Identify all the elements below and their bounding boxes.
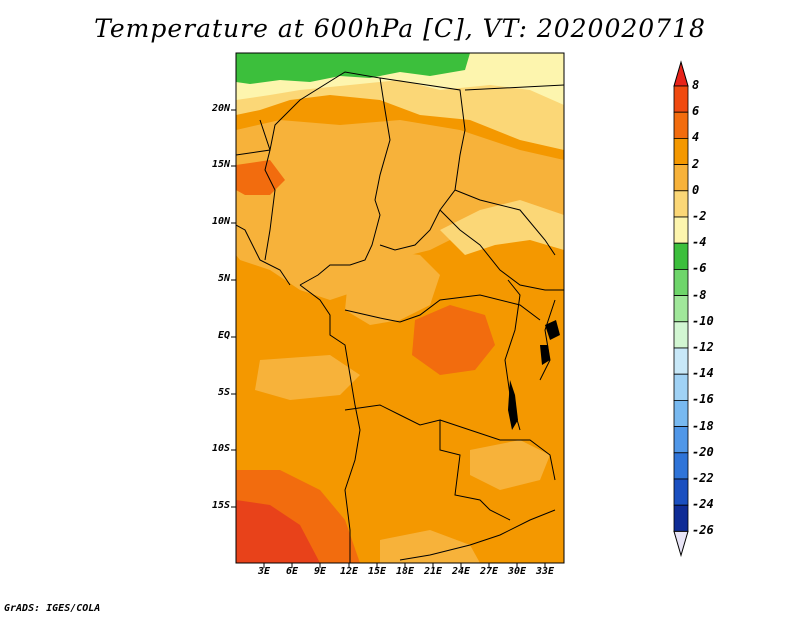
lat-label: 5S: [217, 387, 230, 398]
colorbar-swatch: [673, 242, 689, 270]
colorbar-swatch: [673, 347, 689, 375]
lat-label: EQ: [217, 330, 230, 341]
lat-label: 15N: [211, 159, 230, 170]
colorbar-label: -20: [692, 444, 714, 459]
colorbar-top-arrow: [673, 60, 689, 87]
colorbar-swatch: [673, 268, 689, 296]
lon-label: 33E: [535, 566, 555, 577]
colorbar-swatch: [673, 504, 689, 532]
colorbar-label: -22: [692, 471, 714, 485]
lat-label: 20N: [211, 103, 230, 114]
colorbar-label: -24: [692, 497, 714, 512]
colorbar-swatch: [673, 321, 689, 349]
colorbar-swatch: [673, 373, 689, 401]
colorbar-label: -8: [692, 287, 707, 302]
colorbar-swatch: [673, 137, 689, 165]
lakes: [508, 320, 560, 430]
colorbar-swatch: [673, 111, 689, 139]
lon-label: 27E: [479, 566, 499, 577]
lat-label: 15S: [211, 500, 230, 511]
colorbar-label: 2: [692, 156, 700, 171]
field-0-2-s: [380, 530, 480, 563]
colorbar-label: -10: [692, 313, 714, 328]
colorbar-label: 6: [692, 104, 700, 119]
field-below-minus4: [236, 53, 470, 84]
field-minus4-minus2-ne: [470, 53, 564, 88]
credit-text: GrADS: IGES/COLA: [4, 603, 101, 614]
colorbar: [673, 60, 689, 558]
lon-label: 6E: [285, 566, 299, 577]
lon-label: 12E: [339, 566, 359, 577]
lat-label: 10N: [211, 216, 230, 227]
colorbar-swatch: [673, 478, 689, 506]
lon-ticks: [263, 563, 546, 568]
colorbar-label: -26: [692, 523, 714, 538]
temperature-field: [236, 53, 564, 563]
field-0-2-north: [236, 120, 564, 300]
colorbar-swatch: [673, 164, 689, 192]
lat-label: 10S: [211, 443, 230, 454]
field-0-2-central: [345, 250, 440, 325]
colorbar-swatch: [673, 452, 689, 480]
field-0-2-sw: [255, 355, 360, 400]
colorbar-swatch: [673, 426, 689, 454]
colorbar-label: 4: [692, 130, 700, 145]
lat-label: 5N: [217, 273, 230, 284]
colorbar-bottom-arrow: [673, 530, 689, 558]
colorbar-label: -16: [692, 392, 714, 407]
colorbar-swatch: [673, 85, 689, 113]
colorbar-swatch: [673, 295, 689, 323]
lon-label: 3E: [257, 566, 271, 577]
colorbar-label: 0: [692, 182, 700, 197]
map-frame: [235, 52, 565, 564]
colorbar-label: -18: [692, 418, 714, 433]
colorbar-label: 8: [692, 78, 700, 92]
lon-label: 9E: [313, 566, 327, 577]
lat-ticks: [231, 109, 236, 508]
colorbar-label: -6: [692, 261, 707, 276]
colorbar-label: -2: [692, 209, 707, 223]
lon-label: 15E: [367, 566, 387, 577]
colorbar-label: -14: [692, 366, 714, 381]
colorbar-swatch: [673, 216, 689, 244]
field-4-6-congo: [412, 305, 495, 375]
lon-label: 24E: [451, 566, 471, 577]
lon-label: 18E: [395, 566, 415, 577]
colorbar-label: -4: [692, 235, 707, 250]
lon-label: 30E: [507, 566, 527, 577]
colorbar-swatch: [673, 190, 689, 218]
field-0-2-se: [470, 440, 550, 490]
chart-title: Temperature at 600hPa [C], VT: 202002071…: [94, 14, 706, 43]
field-6-8-south: [236, 500, 320, 563]
colorbar-label: -12: [692, 340, 714, 354]
field-minus2-0-east: [440, 200, 564, 255]
lon-label: 21E: [423, 566, 443, 577]
colorbar-swatch: [673, 399, 689, 427]
